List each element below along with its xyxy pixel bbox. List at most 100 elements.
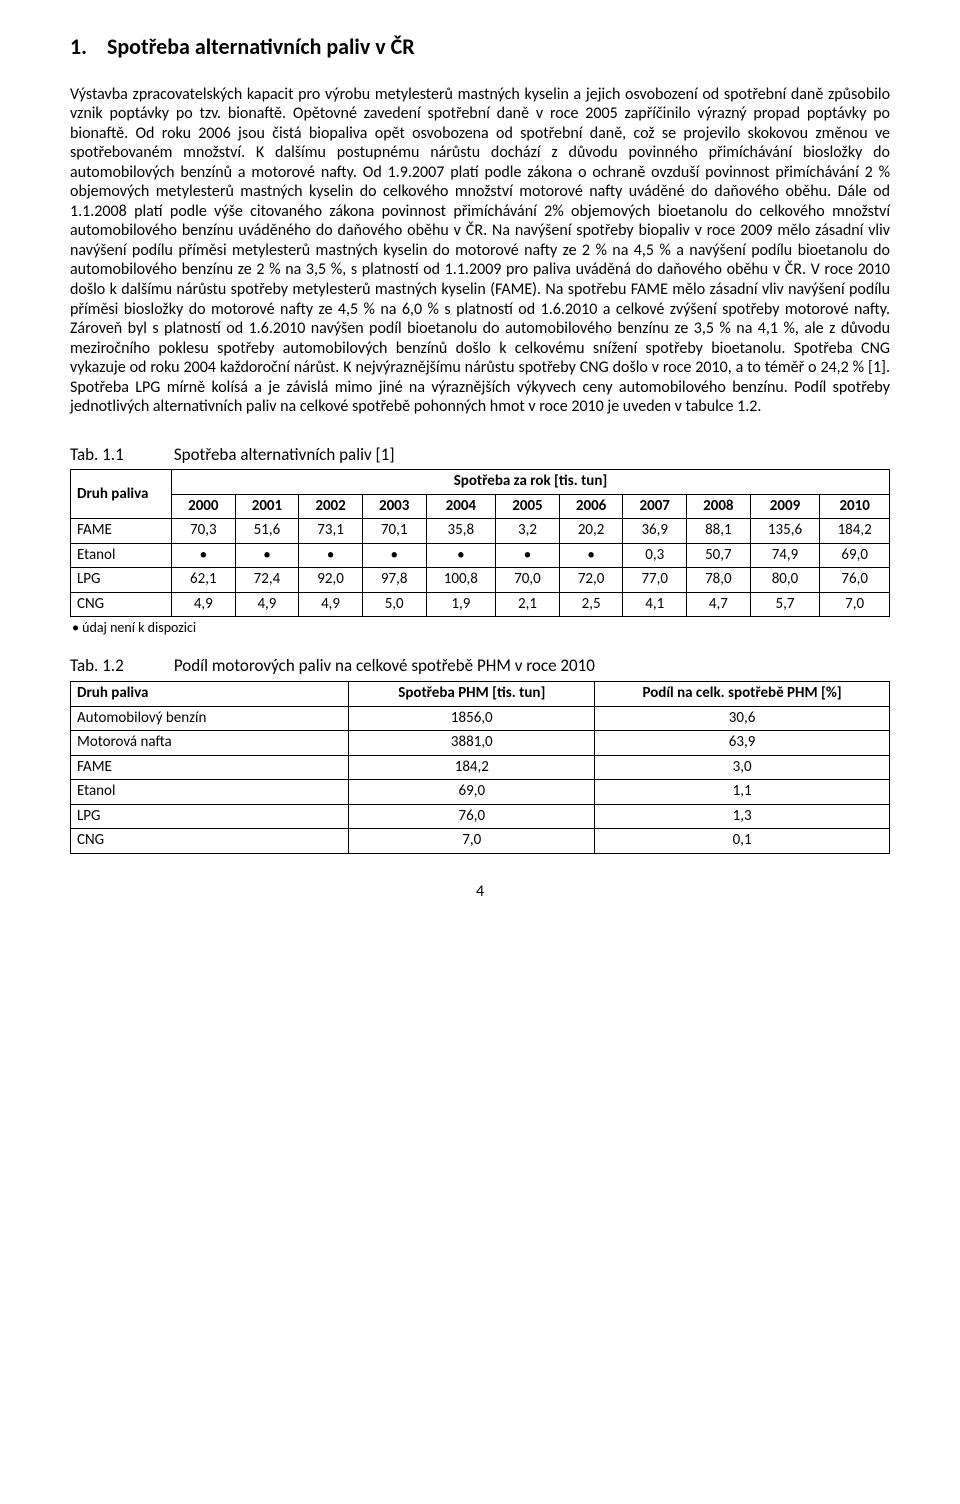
table2-cell: 0,1 <box>595 829 890 854</box>
table1-cell: 3,2 <box>496 519 560 544</box>
table1-cell: 20,2 <box>559 519 623 544</box>
table2: Druh paliva Spotřeba PHM [tis. tun] Podí… <box>70 681 890 854</box>
table1-row-label: FAME <box>71 519 172 544</box>
table2-cell: 184,2 <box>349 755 595 780</box>
table1-cell: • <box>235 543 299 568</box>
section-title: Spotřeba alternativních paliv v ČR <box>107 33 415 60</box>
table1-cell: 4,1 <box>623 592 687 617</box>
table1-cell: 70,1 <box>362 519 426 544</box>
table1-cell: 74,9 <box>750 543 820 568</box>
table1-cell: 1,9 <box>426 592 496 617</box>
table1-year: 2005 <box>496 494 560 519</box>
table1-cell: 70,0 <box>496 568 560 593</box>
table-row: Etanol 69,0 1,1 <box>71 780 890 805</box>
table2-caption-prefix: Tab. 1.2 <box>70 656 170 677</box>
table2-cell: 1856,0 <box>349 706 595 731</box>
table1-caption-prefix: Tab. 1.1 <box>70 445 170 466</box>
table1-row-label: LPG <box>71 568 172 593</box>
table2-row-label: Automobilový benzín <box>71 706 349 731</box>
table1-colgroup: Spotřeba za rok [tis. tun] <box>172 470 890 495</box>
table1-cell: 184,2 <box>820 519 890 544</box>
table-row: Automobilový benzín 1856,0 30,6 <box>71 706 890 731</box>
table1-year: 2007 <box>623 494 687 519</box>
table2-col-header: Druh paliva <box>71 682 349 707</box>
table1-cell: 4,9 <box>299 592 363 617</box>
table1-cell: • <box>426 543 496 568</box>
table1-cell: 73,1 <box>299 519 363 544</box>
table2-cell: 76,0 <box>349 804 595 829</box>
table2-cell: 69,0 <box>349 780 595 805</box>
table2-cell: 30,6 <box>595 706 890 731</box>
table1-cell: 76,0 <box>820 568 890 593</box>
table2-cell: 63,9 <box>595 731 890 756</box>
table1-cell: 0,3 <box>623 543 687 568</box>
table-row: LPG 76,0 1,3 <box>71 804 890 829</box>
table1-cell: 77,0 <box>623 568 687 593</box>
table1-cell: 78,0 <box>687 568 751 593</box>
table-row: FAME 70,3 51,6 73,1 70,1 35,8 3,2 20,2 3… <box>71 519 890 544</box>
table1-year: 2004 <box>426 494 496 519</box>
section-heading: 1. Spotřeba alternativních paliv v ČR <box>70 34 890 61</box>
table2-cell: 7,0 <box>349 829 595 854</box>
table1-year: 2001 <box>235 494 299 519</box>
table1-year: 2009 <box>750 494 820 519</box>
table-row: FAME 184,2 3,0 <box>71 755 890 780</box>
table1-cell: 35,8 <box>426 519 496 544</box>
table1-cell: • <box>559 543 623 568</box>
table1-cell: 72,0 <box>559 568 623 593</box>
table1-cell: 51,6 <box>235 519 299 544</box>
table1-footnote: • údaj není k dispozici <box>72 619 890 636</box>
table-row: CNG 4,9 4,9 4,9 5,0 1,9 2,1 2,5 4,1 4,7 … <box>71 592 890 617</box>
table1-year: 2002 <box>299 494 363 519</box>
table1-rowheader: Druh paliva <box>71 470 172 519</box>
table1-cell: 88,1 <box>687 519 751 544</box>
table1-caption: Tab. 1.1 Spotřeba alternativních paliv [… <box>70 445 890 466</box>
table-row: Etanol • • • • • • • 0,3 50,7 74,9 69,0 <box>71 543 890 568</box>
table1-cell: 4,7 <box>687 592 751 617</box>
table1-cell: 2,1 <box>496 592 560 617</box>
table1-cell: 80,0 <box>750 568 820 593</box>
table1-year: 2010 <box>820 494 890 519</box>
table1-cell: 5,0 <box>362 592 426 617</box>
table1-cell: • <box>299 543 363 568</box>
table2-row-label: Etanol <box>71 780 349 805</box>
table2-caption-text: Podíl motorových paliv na celkové spotře… <box>174 655 595 676</box>
table1-cell: 4,9 <box>235 592 299 617</box>
table-row: CNG 7,0 0,1 <box>71 829 890 854</box>
page: 1. Spotřeba alternativních paliv v ČR Vý… <box>0 0 960 941</box>
section-number: 1. <box>70 33 87 60</box>
table1-year: 2000 <box>172 494 236 519</box>
table1-cell: 36,9 <box>623 519 687 544</box>
table2-col-header: Podíl na celk. spotřebě PHM [%] <box>595 682 890 707</box>
table1: Druh paliva Spotřeba za rok [tis. tun] 2… <box>70 469 890 617</box>
table2-row-label: FAME <box>71 755 349 780</box>
table1-cell: 62,1 <box>172 568 236 593</box>
table-row: Motorová nafta 3881,0 63,9 <box>71 731 890 756</box>
table1-cell: 50,7 <box>687 543 751 568</box>
table1-cell: • <box>362 543 426 568</box>
table2-cell: 1,3 <box>595 804 890 829</box>
table2-row-label: LPG <box>71 804 349 829</box>
table2-cell: 3881,0 <box>349 731 595 756</box>
table1-cell: 92,0 <box>299 568 363 593</box>
table1-year: 2008 <box>687 494 751 519</box>
table1-year: 2003 <box>362 494 426 519</box>
body-paragraph: Výstavba zpracovatelských kapacit pro vý… <box>70 85 890 417</box>
page-number: 4 <box>70 882 890 902</box>
table1-cell: 2,5 <box>559 592 623 617</box>
table1-cell: 100,8 <box>426 568 496 593</box>
table1-cell: 69,0 <box>820 543 890 568</box>
table1-caption-text: Spotřeba alternativních paliv [1] <box>174 444 395 465</box>
table1-cell: • <box>172 543 236 568</box>
table1-row-label: CNG <box>71 592 172 617</box>
table2-row-label: Motorová nafta <box>71 731 349 756</box>
table2-cell: 1,1 <box>595 780 890 805</box>
table2-caption: Tab. 1.2 Podíl motorových paliv na celko… <box>70 656 890 677</box>
table1-cell: 97,8 <box>362 568 426 593</box>
table1-cell: • <box>496 543 560 568</box>
table1-cell: 7,0 <box>820 592 890 617</box>
table-row: LPG 62,1 72,4 92,0 97,8 100,8 70,0 72,0 … <box>71 568 890 593</box>
table2-row-label: CNG <box>71 829 349 854</box>
table1-cell: 72,4 <box>235 568 299 593</box>
table1-year: 2006 <box>559 494 623 519</box>
